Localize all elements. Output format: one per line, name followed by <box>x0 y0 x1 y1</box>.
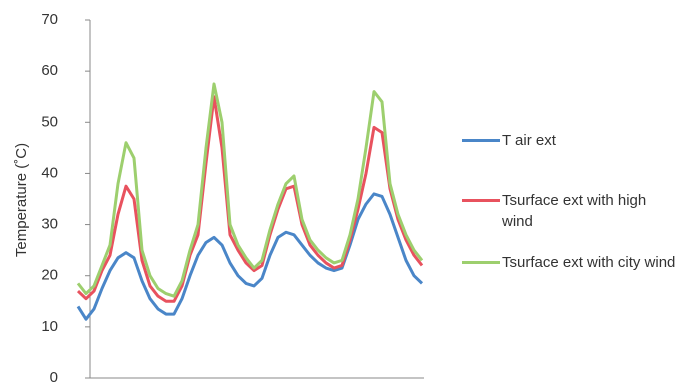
y-tick-label: 10 <box>41 318 58 335</box>
y-tick-label: 60 <box>41 62 58 79</box>
y-tick-label: 30 <box>41 216 58 233</box>
line-series <box>76 82 424 298</box>
y-tick-label: 0 <box>50 369 58 385</box>
legend-swatch <box>462 199 500 202</box>
legend-item: T air ext <box>462 130 677 151</box>
line-series <box>76 192 424 321</box>
legend-swatch <box>462 139 500 142</box>
y-axis-label: Temperature (˚C) <box>13 143 30 257</box>
y-tick-label: 50 <box>41 113 58 130</box>
legend-swatch <box>462 261 500 264</box>
line-series <box>76 95 424 303</box>
legend-item: Tsurface ext with high wind <box>462 190 677 232</box>
legend-label: Tsurface ext with high wind <box>502 192 647 230</box>
legend-label: T air ext <box>502 132 556 149</box>
y-tick-label: 70 <box>41 11 58 28</box>
legend-label: Tsurface ext with city wind <box>502 254 676 271</box>
y-tick-label: 20 <box>41 267 58 284</box>
legend-item: Tsurface ext with city wind <box>462 252 677 273</box>
y-tick-label: 40 <box>41 164 58 181</box>
